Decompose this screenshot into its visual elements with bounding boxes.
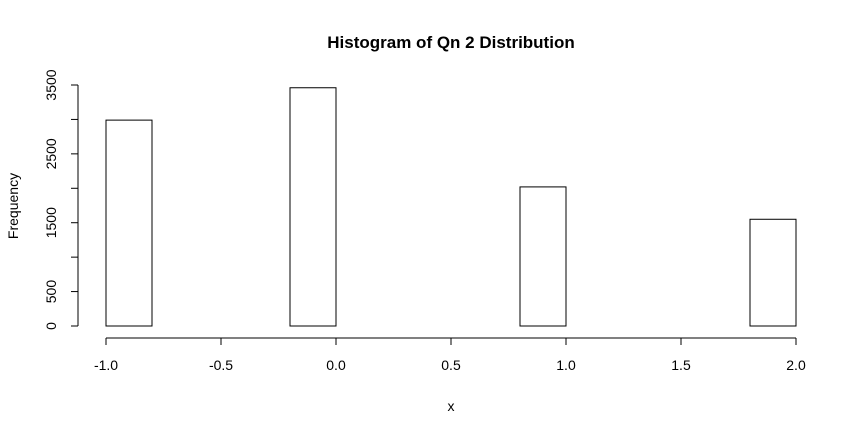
x-tick-label: 0.0 (326, 357, 346, 373)
x-tick-label: 2.0 (786, 357, 806, 373)
x-axis: -1.0 -0.5 0.0 0.5 1.0 1.5 2.0 (94, 337, 806, 373)
histogram-bar-14 (749, 218, 797, 327)
histogram-bar-9 (519, 186, 567, 327)
bars-group (105, 87, 797, 327)
y-axis-label: Frequency (5, 173, 21, 239)
y-axis: 0 500 1500 2500 3500 (43, 69, 79, 330)
y-tick-label: 2500 (43, 138, 59, 169)
y-tick-label: 1500 (43, 207, 59, 238)
histogram-bar-4 (289, 87, 337, 327)
chart-title: Histogram of Qn 2 Distribution (327, 33, 574, 52)
y-tick-label: 3500 (43, 69, 59, 100)
x-tick-label: 1.0 (556, 357, 576, 373)
y-tick-label: 500 (43, 280, 59, 304)
x-axis-label: x (448, 398, 455, 414)
x-tick-label: 0.5 (441, 357, 461, 373)
histogram-bar-0 (105, 119, 153, 327)
x-tick-label: -1.0 (94, 357, 118, 373)
x-tick-label: -0.5 (209, 357, 233, 373)
y-tick-label: 0 (43, 322, 59, 330)
x-tick-label: 1.5 (671, 357, 691, 373)
